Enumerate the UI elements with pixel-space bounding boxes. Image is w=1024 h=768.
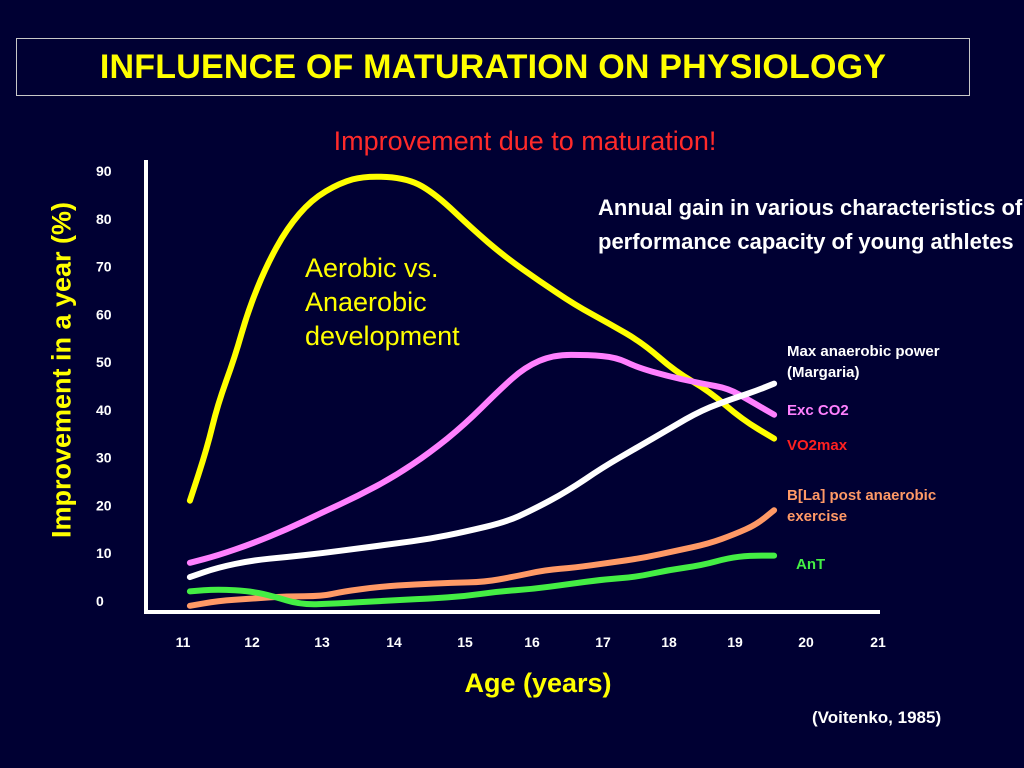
legend-max-anaerobic-power: Max anaerobic power (Margaria)	[787, 341, 1002, 383]
series-lines	[186, 173, 778, 609]
chart-subtitle: Improvement due to maturation!	[333, 126, 717, 156]
series-line-4	[186, 552, 778, 608]
title-box: INFLUENCE OF MATURATION ON PHYSIOLOGY	[16, 38, 970, 96]
annotation-line-2: Anaerobic	[305, 287, 427, 317]
y-tick-label: 70	[96, 259, 112, 275]
y-tick-label: 80	[96, 211, 112, 227]
series-line-2	[186, 380, 778, 581]
x-tick-label: 11	[176, 634, 191, 650]
slide-title: INFLUENCE OF MATURATION ON PHYSIOLOGY	[99, 47, 887, 86]
x-tick-label: 14	[386, 634, 402, 650]
chart-description: Annual gain in various characteristics o…	[598, 195, 1023, 254]
x-axis-label: Age (years)	[464, 668, 612, 698]
y-tick-label: 90	[96, 163, 112, 179]
legend-label: B[La] post anaerobic exercise	[787, 487, 937, 525]
annotation-line-1: Aerobic vs.	[305, 253, 439, 283]
annotation-line-3: development	[305, 321, 460, 351]
legend-bla: B[La] post anaerobic exercise	[787, 485, 977, 527]
y-tick-label: 50	[96, 354, 112, 370]
series-line-0	[186, 173, 778, 504]
y-tick-label: 30	[96, 450, 112, 466]
legend-label: Max anaerobic power (Margaria)	[787, 343, 940, 381]
x-tick-labels: 11 12 13 14 15 16 17 18 19 20 21	[176, 634, 886, 650]
x-tick-label: 19	[727, 634, 743, 650]
legend-label: AnT	[796, 556, 826, 573]
legend-label: VO2max	[787, 437, 848, 454]
y-tick-label: 60	[96, 306, 112, 322]
y-tick-labels: 0 10 20 30 40 50 60 70 80 90	[96, 163, 112, 609]
legend-ant: AnT	[796, 554, 825, 575]
aerobic-annotation: Aerobic vs. Anaerobic development	[305, 251, 525, 353]
x-tick-label: 21	[870, 634, 886, 650]
x-tick-label: 17	[595, 634, 611, 650]
y-tick-label: 0	[96, 593, 104, 609]
series-line-1	[186, 351, 778, 566]
source-citation: (Voitenko, 1985)	[812, 708, 942, 727]
x-tick-label: 18	[661, 634, 677, 650]
chart-axes	[144, 160, 880, 614]
y-tick-label: 20	[96, 497, 112, 513]
x-tick-label: 12	[244, 634, 260, 650]
x-tick-label: 16	[524, 634, 540, 650]
legend-exc-co2: Exc CO2	[787, 400, 849, 421]
legend-vo2max: VO2max	[787, 435, 847, 456]
x-tick-label: 13	[314, 634, 330, 650]
x-tick-label: 15	[457, 634, 473, 650]
y-tick-label: 10	[96, 545, 112, 561]
legend-label: Exc CO2	[787, 402, 849, 419]
y-tick-label: 40	[96, 402, 112, 418]
x-tick-label: 20	[798, 634, 814, 650]
